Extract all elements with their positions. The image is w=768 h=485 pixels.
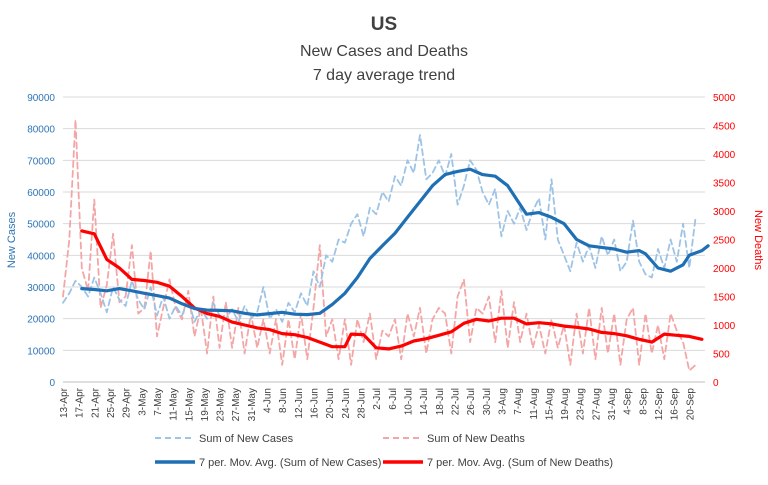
x-tick-label: 25-Apr	[106, 387, 117, 418]
x-tick-label: 16-Jun	[310, 388, 321, 419]
legend-item-deaths-avg: 7 per. Mov. Avg. (Sum of New Deaths)	[383, 457, 613, 469]
x-tick-label: 12-Sep	[654, 388, 665, 421]
y-left-tick-label: 0	[49, 378, 55, 389]
y-right-tick-label: 500	[713, 350, 730, 361]
x-tick-label: 3-May	[137, 388, 148, 416]
y-right-tick-label: 5000	[713, 93, 736, 104]
x-tick-label: 20-Sep	[685, 388, 696, 421]
legend-item-cases: Sum of New Cases	[155, 433, 294, 445]
x-tick-label: 27-Aug	[591, 388, 602, 420]
x-tick-label: 3-Aug	[497, 388, 508, 415]
x-tick-label: 27-May	[231, 388, 242, 421]
x-tick-label: 26-Jul	[466, 388, 477, 415]
x-tick-label: 8-Sep	[638, 388, 649, 415]
x-tick-label: 31-May	[247, 388, 258, 421]
y-left-tick-label: 40000	[27, 251, 55, 262]
legend-label-cases-avg: 7 per. Mov. Avg. (Sum of New Cases)	[199, 457, 381, 469]
y-axis-right-label: New Deaths	[752, 210, 764, 270]
y-right-tick-label: 3000	[713, 207, 736, 218]
chart-subtitle-line2: 7 day average trend	[313, 67, 455, 84]
series-line-deaths-moving-avg	[80, 229, 704, 351]
y-left-tick-label: 70000	[27, 156, 55, 167]
x-tick-label: 6-Jul	[388, 388, 399, 410]
x-tick-label: 4-Jun	[263, 388, 274, 413]
legend-label-deaths-avg: 7 per. Mov. Avg. (Sum of New Deaths)	[427, 457, 613, 469]
x-tick-label: 20-Jun	[325, 388, 336, 419]
x-tick-label: 11-May	[169, 388, 180, 421]
y-right-tick-label: 4500	[713, 122, 736, 133]
x-tick-label: 18-Jul	[435, 388, 446, 415]
x-tick-label: 15-Aug	[544, 388, 555, 420]
x-tick-label: 7-May	[153, 388, 164, 416]
legend-item-deaths: Sum of New Deaths	[383, 433, 525, 445]
legend-item-cases-avg: 7 per. Mov. Avg. (Sum of New Cases)	[155, 457, 381, 469]
y-left-tick-label: 80000	[27, 125, 55, 136]
y-right-tick-label: 3500	[713, 179, 736, 190]
x-tick-label: 21-Apr	[90, 387, 101, 418]
y-left-tick-label: 90000	[27, 93, 55, 104]
series-line-new-deaths	[62, 118, 697, 372]
x-tick-label: 7-Aug	[513, 388, 524, 415]
y-right-tick-label: 2000	[713, 264, 736, 275]
y-axis-left-label: New Cases	[6, 211, 18, 268]
x-tick-label: 19-May	[200, 388, 211, 421]
y-left-tick-label: 60000	[27, 188, 55, 199]
legend-label-cases: Sum of New Cases	[199, 433, 294, 445]
x-tick-label: 13-Apr	[59, 387, 70, 418]
axes: 0100002000030000400005000060000700008000…	[27, 93, 735, 421]
x-tick-label: 14-Jul	[419, 388, 430, 415]
x-tick-label: 24-Jun	[341, 388, 352, 419]
series-line-new-cases	[62, 134, 697, 323]
x-tick-label: 23-May	[216, 388, 227, 421]
x-tick-label: 11-Aug	[529, 388, 540, 420]
series-line-cases-moving-avg	[80, 167, 710, 317]
y-right-tick-label: 0	[713, 378, 719, 389]
x-tick-label: 17-Apr	[75, 387, 86, 418]
x-tick-label: 29-Apr	[122, 387, 133, 418]
x-tick-label: 23-Aug	[576, 388, 587, 420]
x-tick-label: 22-Jul	[450, 388, 461, 415]
chart-title: US	[371, 14, 397, 35]
x-tick-label: 31-Aug	[607, 388, 618, 420]
x-tick-label: 19-Aug	[560, 388, 571, 420]
x-tick-label: 4-Sep	[623, 388, 634, 415]
y-left-tick-label: 10000	[27, 346, 55, 357]
plot-area	[62, 118, 710, 372]
x-tick-label: 8-Jun	[278, 388, 289, 413]
y-right-tick-label: 1000	[713, 321, 736, 332]
x-tick-label: 16-Sep	[670, 388, 681, 421]
legend: Sum of New Cases Sum of New Deaths 7 per…	[155, 433, 613, 469]
x-tick-label: 2-Jul	[372, 388, 383, 410]
y-left-tick-label: 50000	[27, 220, 55, 231]
legend-label-deaths: Sum of New Deaths	[427, 433, 525, 445]
y-right-tick-label: 4000	[713, 150, 736, 161]
chart-subtitle-line1: New Cases and Deaths	[300, 43, 468, 60]
y-left-tick-label: 30000	[27, 283, 55, 294]
y-right-tick-label: 1500	[713, 293, 736, 304]
y-right-tick-label: 2500	[713, 236, 736, 247]
x-tick-label: 10-Jul	[403, 388, 414, 415]
x-tick-label: 15-May	[184, 388, 195, 421]
x-tick-label: 28-Jun	[357, 388, 368, 419]
y-left-tick-label: 20000	[27, 315, 55, 326]
x-tick-label: 12-Jun	[294, 388, 305, 419]
gridlines	[63, 96, 705, 383]
x-tick-label: 30-Jul	[482, 388, 493, 415]
